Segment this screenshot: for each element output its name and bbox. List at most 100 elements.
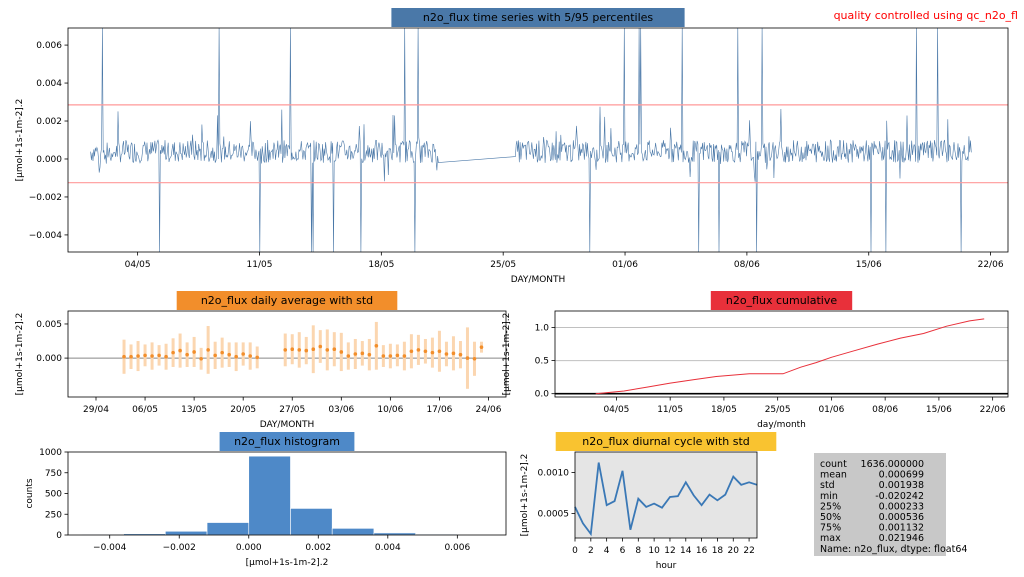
series-line: [90, 28, 972, 252]
data-point: [479, 345, 484, 349]
data-point: [332, 347, 337, 352]
y-tick-label: 500: [45, 490, 62, 500]
x-tick-label: 17/06: [426, 405, 452, 415]
y-tick-label: 0.0005: [538, 509, 570, 519]
data-point: [388, 354, 393, 358]
x-tick-label: −0.004: [93, 543, 127, 553]
data-point: [297, 348, 302, 352]
data-point: [416, 348, 421, 352]
cumulative-line: [595, 318, 985, 395]
y-axis-label: [µmol+1s-1m-2].2: [502, 313, 512, 396]
x-tick-label: 27/05: [279, 405, 305, 415]
x-axis-label: hour: [656, 561, 677, 571]
x-tick-label: 11/05: [657, 405, 683, 415]
x-tick-label: 15/06: [926, 405, 952, 415]
data-point: [143, 353, 147, 358]
data-point: [381, 354, 386, 358]
data-point: [353, 352, 358, 356]
x-tick-label: 18/05: [368, 260, 394, 270]
quality-control-note: quality controlled using qc_n2o_fl: [833, 9, 1018, 22]
data-point: [192, 350, 196, 354]
stat-name: std: [820, 480, 835, 491]
stat-value: 0.021946: [879, 533, 924, 544]
x-tick-label: 18: [712, 546, 724, 556]
x-tick-label: 0.002: [305, 543, 331, 553]
axes-frame: [554, 310, 1009, 398]
x-tick-label: 13/05: [181, 405, 207, 415]
x-tick-label: 20/05: [230, 405, 256, 415]
data-point: [178, 348, 182, 353]
x-tick-label: 06/05: [132, 405, 158, 415]
x-axis-label: day/month: [757, 420, 806, 430]
data-point: [374, 344, 379, 348]
data-point: [199, 356, 203, 361]
chart-title: n2o_flux daily average with std: [201, 294, 373, 307]
y-tick-label: 0.002: [36, 117, 62, 127]
x-tick-label: 01/06: [612, 260, 638, 270]
y-tick-label: 250: [45, 510, 62, 520]
stat-name: mean: [820, 470, 847, 481]
stats-table: count 1636.000000 mean 0.000699 std 0.001938 m…: [814, 453, 967, 556]
x-tick-label: 0.000: [236, 543, 262, 553]
x-tick-label: 15/06: [856, 260, 882, 270]
y-tick-label: 0: [56, 531, 62, 541]
chart-histogram: n2o_flux histogram counts [µmol+1s-1m-2].2…: [25, 432, 507, 568]
data-point: [472, 356, 477, 361]
chart-title: n2o_flux histogram: [234, 435, 340, 448]
histogram-bar: [248, 455, 291, 536]
axes-frame: [574, 451, 758, 539]
x-tick-label: 10: [648, 546, 660, 556]
y-tick-label: −0.004: [29, 231, 63, 241]
x-tick-label: 03/06: [328, 405, 354, 415]
y-axis-label: [µmol+1s-1m-2].2: [520, 454, 530, 537]
chart-diurnal-cycle: n2o_flux diurnal cycle with std [µmol+1s-…: [520, 432, 777, 571]
x-tick-label: 0.006: [444, 543, 470, 553]
title-badge: [176, 291, 398, 310]
chart-cumulative: n2o_flux cumulative [µmol+1s-1m-2].2 day/m…: [502, 291, 1009, 430]
chart-title: n2o_flux time series with 5/95 percentil…: [423, 11, 654, 24]
stat-value: 0.000536: [879, 512, 924, 523]
plot-area: [575, 452, 757, 538]
x-axis-label: DAY/MONTH: [260, 420, 315, 430]
x-axis-label: DAY/MONTH: [511, 275, 566, 285]
data-point: [283, 348, 288, 352]
data-point: [171, 350, 175, 355]
data-point: [213, 353, 217, 358]
data-point: [164, 354, 168, 359]
y-tick-label: 0.000: [36, 354, 62, 364]
histogram-bar: [290, 508, 333, 536]
x-tick-label: 01/06: [818, 405, 844, 415]
data-point: [395, 353, 400, 358]
x-tick-label: 08/06: [734, 260, 760, 270]
x-tick-label: 29/04: [83, 405, 109, 415]
data-point: [409, 349, 414, 354]
data-point: [122, 354, 126, 359]
data-point: [444, 352, 449, 356]
chart-title: n2o_flux diurnal cycle with std: [582, 435, 750, 448]
data-point: [290, 347, 295, 352]
histogram-bar: [165, 530, 208, 536]
data-point: [234, 354, 238, 359]
stat-value: -0.020242: [875, 491, 924, 502]
chart-title: n2o_flux cumulative: [726, 294, 837, 307]
diurnal-line: [574, 462, 758, 537]
stat-value: 1636.000000: [861, 459, 924, 470]
x-tick-label: 08/06: [872, 405, 898, 415]
stats-box: [814, 453, 946, 556]
data-point: [423, 349, 428, 354]
stat-name: 50%: [820, 512, 841, 523]
x-tick-label: 4: [604, 546, 610, 556]
stat-name: 75%: [820, 523, 841, 534]
data-point: [339, 350, 344, 354]
x-tick-label: 16: [696, 546, 708, 556]
stat-value: 0.000699: [879, 470, 924, 481]
y-axis-label: counts: [25, 478, 35, 508]
x-tick-label: 14: [680, 546, 692, 556]
y-tick-label: 0.5: [535, 357, 549, 367]
x-tick-label: 12: [664, 546, 675, 556]
y-tick-label: 0.005: [36, 320, 62, 330]
x-tick-label: 0.004: [375, 543, 401, 553]
axes-frame: [67, 451, 507, 536]
x-axis-label: [µmol+1s-1m-2].2: [246, 558, 329, 568]
data-point: [430, 350, 435, 355]
